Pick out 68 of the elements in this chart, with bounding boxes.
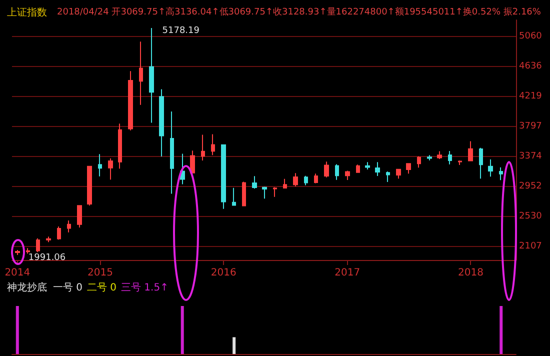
candlestick: [314, 173, 318, 184]
annotation: 5178.19: [162, 26, 200, 36]
candlestick: [232, 187, 236, 206]
chart-subtitle: 2018/04/24 开3069.75↑高3136.04↑低3069.75↑收3128.93↑量162274800↑额195545011↑换0.52% 振2.16%: [57, 6, 542, 18]
candlestick: [36, 238, 40, 253]
candlestick: [499, 166, 503, 181]
y-tick-label: 2107: [519, 242, 542, 252]
candlestick: [26, 248, 30, 254]
y-tick-label: 4219: [519, 91, 542, 102]
candlestick: [458, 160, 462, 166]
candlestick: [365, 162, 370, 170]
candlestick: [283, 178, 287, 189]
candlestick: [170, 110, 174, 194]
candlestick: [57, 226, 61, 240]
candlestick: [139, 41, 143, 106]
candlestick: [335, 164, 339, 180]
candlestick: [242, 181, 246, 206]
candlestick: [46, 236, 51, 243]
candlestick: [396, 168, 401, 180]
candlestick: [417, 156, 421, 168]
candlestick: [118, 123, 122, 170]
candlestick: [180, 153, 185, 185]
x-tick-label: 2017: [334, 268, 360, 278]
candlestick: [386, 171, 390, 182]
candlestick: [201, 134, 205, 161]
candlestick: [67, 220, 71, 233]
text: 一号 0: [53, 282, 83, 294]
candlestick: [128, 70, 133, 131]
candlestick: [437, 150, 442, 160]
y-tick-label: 2530: [519, 212, 542, 222]
y-tick-label: 3797: [519, 121, 542, 132]
candlestick: [15, 249, 20, 256]
candlestick: [427, 154, 432, 161]
chart-title: 上证指数: [7, 6, 47, 18]
y-tick-label: 3374: [519, 151, 542, 162]
candlestick: [468, 140, 473, 162]
candlestick: [149, 27, 154, 124]
x-tick-label: 2018: [458, 268, 484, 278]
x-tick-label: 2015: [88, 268, 113, 278]
candlestick: [345, 170, 350, 180]
candlestick: [448, 150, 452, 165]
candlestick: [87, 166, 92, 206]
candlestick: [273, 186, 277, 198]
x-tick-label: 2016: [210, 268, 236, 278]
candlestick: [252, 176, 257, 190]
candlestick: [262, 186, 267, 200]
candlestick: [479, 147, 483, 180]
chart-title: 神龙抄底: [7, 282, 47, 294]
y-tick-label: 2952: [519, 182, 542, 192]
candlestick: [190, 150, 195, 174]
candlestick: [108, 158, 113, 180]
candlestick: [98, 154, 102, 177]
y-tick-label: 4636: [519, 62, 542, 72]
candlestick: [159, 88, 164, 158]
candlestick: [293, 172, 298, 187]
candlestick: [211, 134, 215, 156]
candlestick: [324, 161, 329, 178]
candlestick: [488, 158, 493, 178]
candlestick: [406, 162, 411, 174]
text: 二号 0: [87, 282, 117, 294]
candlestick: [304, 175, 308, 186]
candlestick: [356, 164, 360, 173]
x-tick-label: 2014: [4, 268, 30, 278]
text: 三号 1.5↑: [121, 282, 168, 294]
candlestick: [77, 205, 82, 228]
y-tick-label: 5060: [519, 31, 542, 42]
candlestick: [375, 162, 380, 176]
candlestick: [221, 144, 226, 210]
